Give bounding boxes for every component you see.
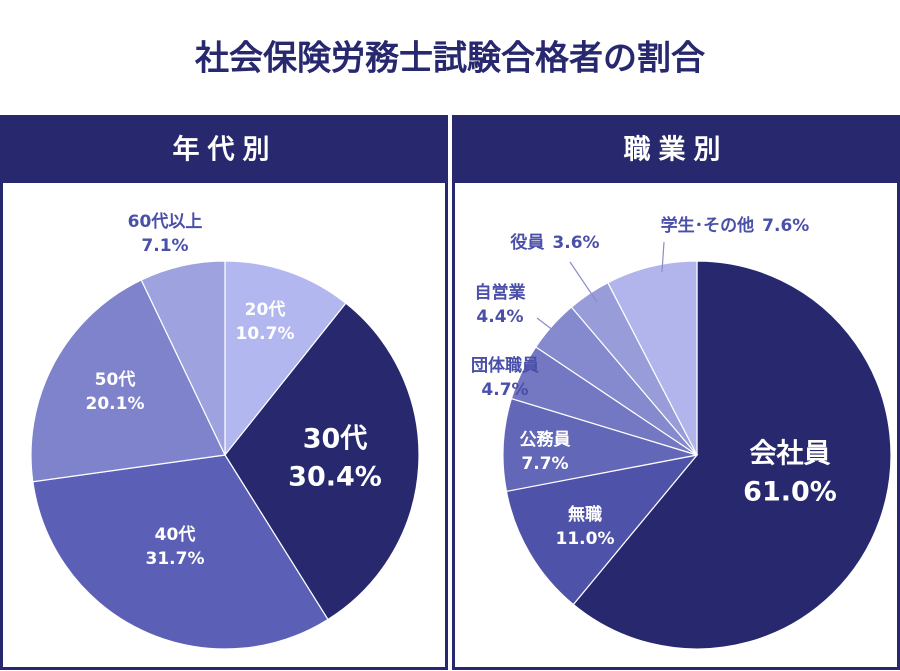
pie-slice [607,260,698,456]
slice-label-group: 役員 3.6% [509,232,599,253]
slice-label: 40代 [155,524,196,545]
slice-label-group: 学生･その他 7.6% [661,215,810,236]
slice-label: 30代 [303,424,368,455]
value-label: 3.6% [552,233,599,253]
slice-label: 自営業 [475,282,526,303]
slice-label: 20代 [245,299,286,320]
right-header [452,115,900,183]
value-label: 4.7% [481,380,528,400]
value-label: 30.4% [288,461,382,492]
slice-label: 学生･その他 [661,215,755,236]
value-label: 20.1% [86,394,145,414]
pie [502,260,892,650]
value-label: 7.7% [521,454,568,474]
pie-slice [505,454,699,606]
pie-slice [32,454,329,650]
slice-label: 50代 [95,369,136,390]
pie-slice [30,279,226,483]
value-label: 11.0% [556,529,615,549]
value-label: 7.1% [141,236,188,256]
pie-slice [140,260,226,456]
panel-title: 職業別 [624,135,729,166]
pie-slice [224,260,347,457]
slice-label: 団体職員 [471,355,539,376]
main-title: 社会保険労務士試験合格者の割合 [194,39,706,79]
value-label: 10.7% [236,324,295,344]
slice-label: 60代以上 [128,211,203,232]
value-label: 7.6% [762,216,809,236]
pie-slice [502,397,698,493]
slice-label: 会社員 [750,439,831,470]
panel-title: 年代別 [173,134,278,166]
slice-label: 役員 [509,232,544,253]
left-header [0,115,448,183]
value-label: 61.0% [743,476,837,507]
value-label: 4.4% [476,307,523,327]
leader-line [569,261,598,303]
value-label: 31.7% [146,549,205,569]
pie-slice [572,260,892,650]
pie-slice [224,302,420,621]
leader-line [661,241,665,273]
pie [30,260,420,650]
leader-line [536,317,559,335]
slice-label: 公務員 [520,429,571,450]
slice-label: 無職 [568,504,602,525]
